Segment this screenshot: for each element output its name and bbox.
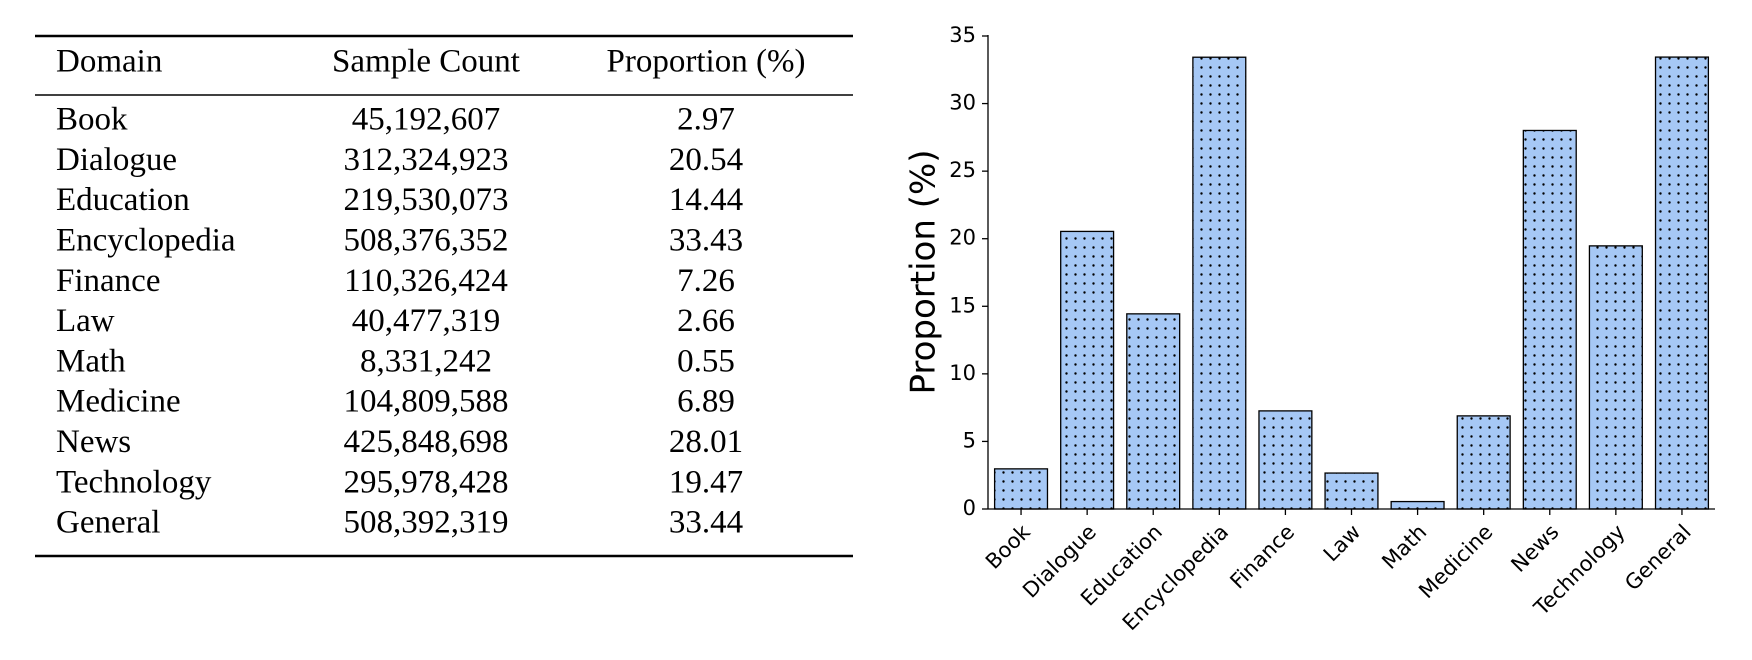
table-cell: Math: [56, 343, 126, 379]
table-cell: Education: [56, 182, 190, 218]
table-cell: 8,331,242: [360, 343, 492, 379]
bar-hatch: [1391, 501, 1445, 509]
table-cell: General: [56, 505, 160, 541]
table: Domain Sample Count Proportion (%) Book 45,1…: [35, 34, 853, 558]
x-tick-label: General: [1620, 520, 1695, 595]
table-cell: 219,530,073: [344, 182, 509, 218]
y-tick-label: 30: [949, 91, 976, 115]
header-cell: Sample Count: [332, 44, 520, 80]
header-cell: Proportion (%): [607, 44, 806, 80]
bar-hatch: [1192, 57, 1246, 509]
table-cell: Law: [56, 303, 115, 339]
table-cell: 312,324,923: [344, 142, 509, 178]
table-cell: 2.66: [677, 303, 735, 339]
bar-hatch: [1258, 410, 1312, 509]
table-cell: 110,326,424: [344, 263, 508, 299]
bar-hatch: [1655, 57, 1709, 510]
bar-hatch: [1457, 415, 1511, 509]
y-tick-label: 10: [949, 361, 976, 385]
table-cell: 7.26: [677, 263, 735, 299]
table-cell: 508,376,352: [344, 222, 509, 258]
table-cell: Dialogue: [56, 142, 177, 178]
table-cell: 295,978,428: [344, 464, 509, 500]
table-cell: 33.43: [669, 222, 743, 258]
x-tick-label: News: [1506, 520, 1563, 577]
header-cell: Domain: [56, 44, 162, 80]
bar-hatch: [1126, 313, 1180, 509]
chart: Proportion (%) 05101520253035BookDialogu…: [904, 23, 1715, 635]
table-cell: 19.47: [669, 464, 743, 500]
table-cell: 33.44: [669, 505, 743, 541]
table-cell: 0.55: [677, 343, 735, 379]
y-tick-label: 0: [963, 496, 976, 520]
bar-hatch: [1325, 473, 1378, 509]
y-tick-label: 15: [949, 293, 976, 317]
table-cell: 508,392,319: [344, 505, 509, 541]
table-cell: 425,848,698: [344, 424, 509, 460]
table-cell: 6.89: [677, 384, 735, 420]
x-tick-label: Math: [1377, 520, 1431, 574]
y-tick-label: 25: [949, 158, 976, 182]
y-tick-label: 35: [949, 23, 976, 47]
table-cell: 20.54: [669, 142, 743, 178]
y-axis-label: Proportion (%): [904, 149, 944, 394]
y-tick-label: 5: [963, 428, 976, 452]
x-tick-label: Book: [981, 519, 1036, 574]
x-tick-label: Finance: [1225, 520, 1299, 594]
bar-hatch: [1523, 130, 1577, 510]
table-cell: Technology: [56, 464, 212, 500]
table-cell: 28.01: [669, 424, 743, 460]
table-cell: News: [56, 424, 131, 460]
x-tick-label: Law: [1319, 520, 1365, 566]
y-tick-label: 20: [949, 226, 976, 250]
table-cell: 40,477,319: [352, 303, 501, 339]
bar-hatch: [1060, 231, 1114, 509]
bar-hatch: [994, 468, 1048, 509]
table-cell: Encyclopedia: [56, 222, 236, 258]
table-cell: 104,809,588: [344, 384, 509, 420]
table-cell: 2.97: [677, 102, 735, 138]
table-cell: Finance: [56, 263, 160, 299]
table-cell: 45,192,607: [352, 102, 501, 138]
table-cell: 14.44: [669, 182, 743, 218]
table-cell: Medicine: [56, 384, 181, 420]
bar-hatch: [1589, 245, 1643, 509]
table-cell: Book: [56, 102, 128, 138]
